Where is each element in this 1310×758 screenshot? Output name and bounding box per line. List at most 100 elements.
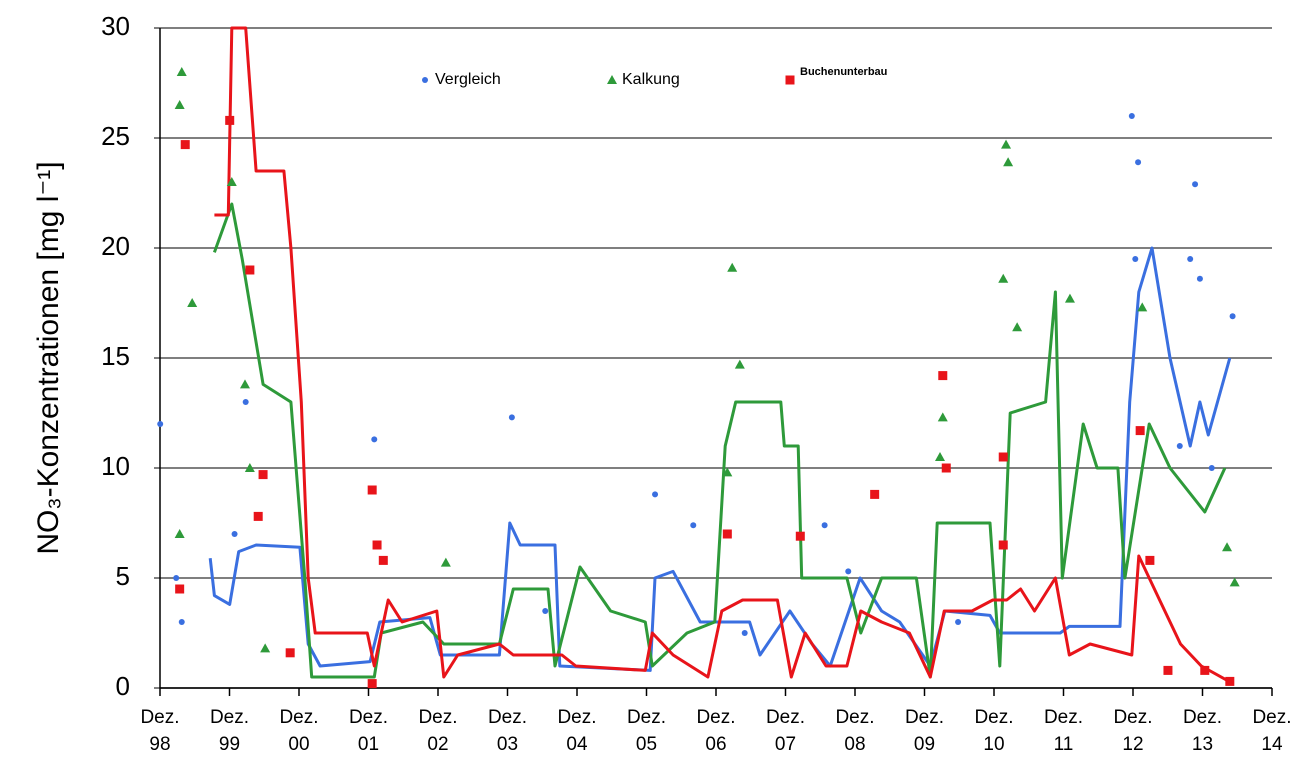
x-tick-label: Dez. 03: [487, 707, 528, 755]
point: [173, 575, 180, 581]
x-tick-label: Dez. 12: [1113, 707, 1153, 755]
point: [741, 630, 748, 636]
point: [1176, 443, 1183, 449]
x-tick-label: Dez. 06: [696, 707, 736, 755]
point: [176, 67, 187, 76]
point: [1135, 159, 1142, 166]
point: [955, 619, 962, 625]
point: [180, 140, 190, 150]
series-line: [208, 246, 1232, 672]
point: [242, 399, 249, 405]
point: [225, 115, 235, 125]
point: [226, 177, 237, 186]
point: [372, 540, 382, 550]
point: [870, 489, 880, 499]
point: [998, 273, 1009, 283]
point: [1222, 542, 1233, 552]
point: [1064, 293, 1075, 303]
point: [239, 379, 250, 389]
point: [1132, 256, 1139, 262]
x-tick-label: Dez. 11: [1043, 707, 1084, 755]
legend-marker: [607, 75, 617, 84]
y-tick-label: 0: [116, 671, 130, 701]
point: [1187, 256, 1194, 262]
x-tick-label: Dez. 08: [835, 707, 875, 755]
point: [734, 359, 745, 369]
point: [285, 648, 295, 658]
x-tick-label: Dez. 05: [626, 707, 667, 755]
y-tick-label: 30: [101, 11, 130, 41]
x-tick-label: Dez. 00: [279, 707, 319, 755]
y-tick-label: 15: [101, 341, 130, 371]
x-tick-label: Dez. 09: [904, 707, 945, 755]
series-line: [212, 202, 1227, 679]
point: [253, 511, 263, 521]
x-tick-label: Dez. 01: [348, 707, 389, 755]
legend-marker: [422, 77, 428, 83]
x-tick-label: Dez. 13: [1182, 707, 1223, 755]
point: [941, 463, 951, 473]
point: [260, 643, 271, 653]
point: [998, 540, 1008, 550]
point: [187, 298, 198, 307]
x-tick-label: Dez. 99: [209, 707, 250, 755]
x-tick-label: Dez. 98: [140, 707, 180, 755]
x-tick-label: Dez. 10: [974, 707, 1014, 755]
x-tick-label: Dez. 07: [765, 707, 806, 755]
point: [1192, 181, 1199, 188]
point: [1229, 577, 1240, 587]
point: [938, 371, 948, 381]
point: [1229, 313, 1236, 320]
point: [652, 491, 659, 498]
y-tick-label: 5: [116, 561, 130, 591]
point: [258, 470, 268, 480]
point: [1196, 275, 1203, 282]
y-tick-label: 10: [101, 451, 130, 481]
point: [1137, 302, 1148, 312]
point: [244, 463, 255, 472]
legend-label: Buchenunterbau: [800, 66, 887, 78]
point: [1012, 322, 1023, 332]
point: [174, 529, 185, 538]
y-tick-label: 25: [101, 121, 130, 151]
x-tick-label: Dez. 14: [1252, 707, 1292, 755]
point: [245, 265, 255, 275]
point: [378, 555, 388, 565]
point: [1145, 555, 1155, 565]
point: [845, 568, 852, 575]
point: [1225, 676, 1235, 686]
legend-marker: [785, 75, 795, 85]
series-line: [214, 26, 1230, 683]
point: [795, 531, 805, 541]
point: [821, 522, 828, 529]
legend-label: Vergleich: [435, 71, 501, 88]
point: [727, 262, 738, 272]
point: [440, 557, 451, 567]
legend-label: Kalkung: [622, 71, 680, 88]
point: [722, 529, 732, 539]
point: [174, 100, 185, 109]
x-tick-label: Dez. 02: [418, 707, 458, 755]
point: [175, 584, 185, 594]
x-tick-label: Dez. 04: [557, 707, 597, 755]
point: [1163, 665, 1173, 675]
point: [371, 436, 378, 443]
point: [1200, 665, 1210, 675]
point: [231, 531, 238, 537]
point: [1001, 139, 1012, 149]
point: [157, 421, 164, 427]
point: [1208, 465, 1215, 471]
point: [508, 414, 515, 421]
y-axis-label: NO₃-Konzentrationen [mg l⁻¹]: [32, 161, 65, 554]
point: [690, 522, 697, 529]
point: [367, 485, 377, 495]
point: [998, 452, 1008, 462]
point: [367, 679, 377, 689]
point: [937, 412, 948, 422]
point: [542, 608, 549, 614]
point: [1135, 426, 1145, 436]
point: [1128, 113, 1135, 119]
point: [722, 467, 733, 477]
